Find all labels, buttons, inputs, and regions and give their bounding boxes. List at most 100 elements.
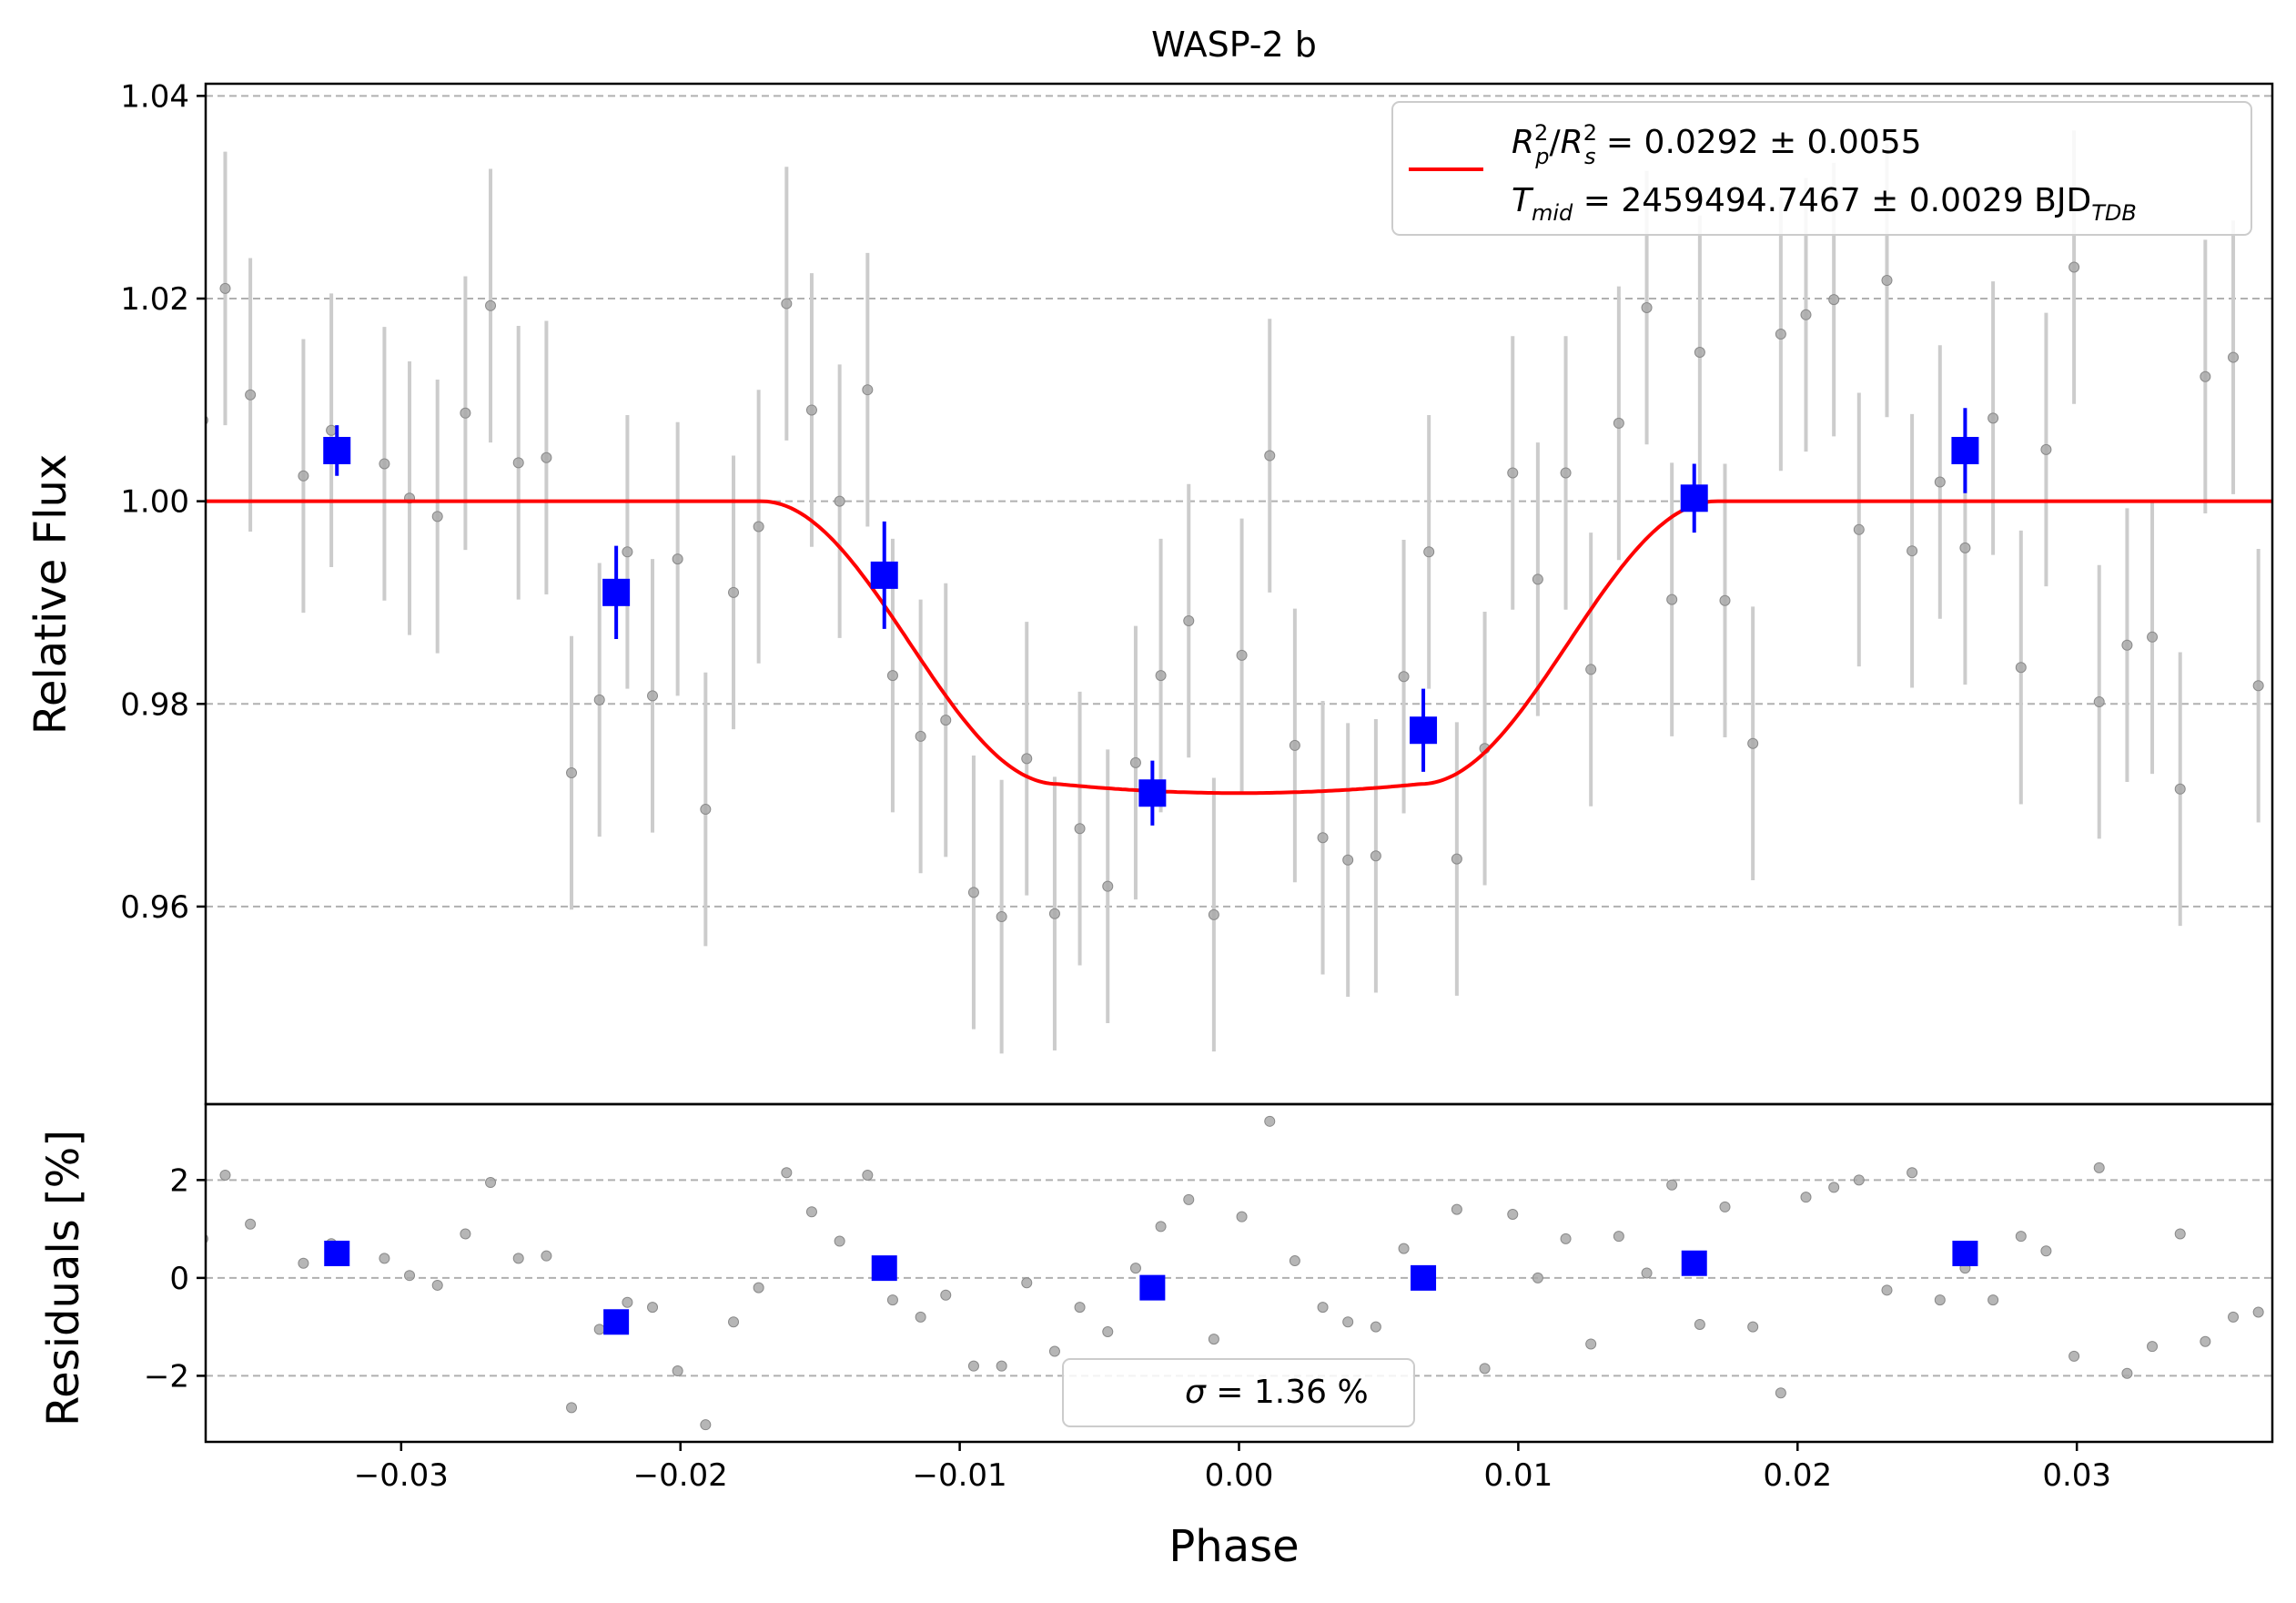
main-y-tick-label: 1.04 <box>120 78 189 115</box>
residual-raw-point <box>1236 1211 1248 1223</box>
residual-raw-point <box>460 1228 471 1240</box>
raw-data-point <box>728 586 740 598</box>
residual-raw-point <box>1155 1221 1167 1233</box>
raw-data-point <box>245 389 257 401</box>
residual-binned-point <box>1952 1240 1978 1266</box>
residual-raw-point <box>298 1257 309 1269</box>
residual-raw-point <box>862 1169 874 1181</box>
residual-raw-point <box>622 1296 633 1308</box>
raw-data-point <box>700 804 712 816</box>
residual-raw-point <box>485 1177 497 1189</box>
residual-raw-point <box>1853 1174 1865 1186</box>
raw-data-point <box>485 299 497 311</box>
residual-raw-point <box>1532 1272 1543 1283</box>
residual-raw-point <box>834 1235 845 1247</box>
raw-data-point <box>1719 594 1731 606</box>
residual-binned-points <box>324 1240 1978 1335</box>
transit-model-line <box>206 499 2272 796</box>
raw-data-point <box>1129 756 1141 768</box>
residual-raw-point <box>1342 1316 1354 1328</box>
raw-data-point <box>1289 739 1300 751</box>
residual-raw-point <box>1183 1193 1195 1205</box>
binned-data-point <box>1680 484 1708 512</box>
raw-data-point <box>2121 639 2133 651</box>
raw-data-point <box>2147 631 2159 643</box>
binned-data-point <box>870 561 898 589</box>
residual-raw-point <box>1479 1363 1491 1375</box>
raw-data-point <box>1881 274 1893 286</box>
residual-raw-point <box>1641 1267 1653 1279</box>
residual-binned-point <box>1681 1250 1707 1276</box>
residual-raw-point <box>1048 1345 1060 1357</box>
main-legend: R2 p/R2 s = 0.0292 ± 0.0055 Tmid = 2459494… <box>1391 101 2252 236</box>
residual-raw-point <box>1370 1321 1381 1333</box>
raw-data-point <box>1208 908 1219 920</box>
x-axis-label: Phase <box>1168 1521 1299 1572</box>
raw-data-point <box>2040 443 2052 455</box>
residual-raw-point <box>886 1294 898 1306</box>
raw-data-point <box>1560 467 1572 479</box>
raw-data-point <box>1585 664 1597 675</box>
residual-raw-point <box>431 1279 443 1291</box>
raw-data-point <box>1155 670 1167 682</box>
legend-sigma-text: σ = 1.36 % <box>1185 1374 1369 1411</box>
residual-raw-point <box>915 1311 926 1323</box>
residual-raw-point <box>728 1316 740 1328</box>
raw-data-point <box>1317 832 1329 844</box>
raw-data-point <box>1048 908 1060 919</box>
x-tick-label: 0.00 <box>1205 1457 1274 1494</box>
residual-raw-point <box>1264 1115 1276 1127</box>
main-plot-panel: 0.96 0.98 1.00 1.02 1.04 <box>120 78 2274 1106</box>
residual-raw-point <box>1507 1208 1519 1220</box>
raw-data-point <box>1342 854 1354 866</box>
raw-data-point <box>1828 294 1840 306</box>
main-y-tick-label: 1.00 <box>120 484 189 521</box>
residual-raw-point <box>753 1282 764 1294</box>
raw-data-point <box>431 511 443 522</box>
raw-data-point <box>1102 880 1114 892</box>
raw-data-point <box>1853 523 1865 535</box>
legend-depth-text: R2 p/R2 s = 0.0292 ± 0.0055 <box>1512 120 1922 169</box>
x-tick-label: −0.03 <box>354 1457 449 1494</box>
raw-data-point <box>566 766 578 778</box>
raw-data-point <box>1532 573 1543 585</box>
raw-data-point <box>862 384 874 396</box>
raw-data-point <box>886 670 898 682</box>
residual-raw-point <box>1694 1318 1705 1330</box>
residual-raw-point <box>2040 1245 2052 1257</box>
raw-data-point <box>1934 476 1946 488</box>
residual-raw-point <box>1560 1233 1572 1244</box>
binned-data-point <box>602 578 631 606</box>
residual-raw-point <box>245 1218 257 1230</box>
raw-data-point <box>1423 546 1435 558</box>
residual-raw-point <box>1747 1321 1759 1333</box>
raw-data-point <box>1183 615 1195 626</box>
residual-raw-point <box>2015 1231 2027 1243</box>
residual-raw-point <box>1666 1179 1678 1191</box>
main-y-tick-label: 0.98 <box>120 686 189 723</box>
raw-data-point <box>967 887 979 898</box>
x-tick-label: 0.02 <box>1763 1457 1832 1494</box>
raw-data-point <box>1451 853 1462 865</box>
residual-raw-point <box>1021 1277 1033 1289</box>
main-binned-points <box>323 408 1979 826</box>
binned-data-point <box>323 436 351 464</box>
residual-y-tick-label: 2 <box>169 1162 189 1199</box>
x-tick-label: −0.02 <box>633 1457 728 1494</box>
residual-y-tick-label: 0 <box>169 1261 189 1297</box>
raw-data-point <box>1988 412 1999 424</box>
residual-raw-point <box>967 1360 979 1372</box>
main-y-ticks: 0.96 0.98 1.00 1.02 1.04 <box>120 78 206 926</box>
residual-raw-point <box>2147 1341 2159 1353</box>
raw-data-point <box>219 282 231 294</box>
x-tick-label: 0.03 <box>2042 1457 2111 1494</box>
residual-raw-point <box>2228 1311 2240 1323</box>
raw-data-point <box>2093 696 2105 708</box>
raw-data-point <box>1800 309 1812 320</box>
raw-data-point <box>996 911 1007 923</box>
residual-raw-point <box>647 1302 659 1314</box>
raw-data-point <box>647 690 659 702</box>
residual-raw-point <box>2200 1335 2211 1347</box>
binned-data-point <box>1138 779 1167 807</box>
raw-data-point <box>379 458 390 470</box>
